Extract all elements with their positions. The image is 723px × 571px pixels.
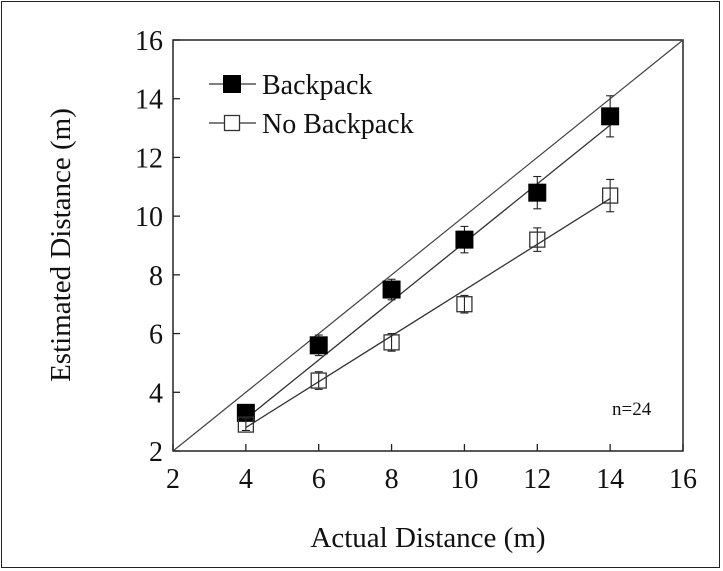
data-point-no-backpack [383,334,400,351]
legend-entry-no-backpack: No Backpack [209,109,414,140]
y-tick-label: 10 [135,202,163,233]
legend-marker-no-backpack [223,114,241,132]
x-tick-label: 8 [385,464,399,495]
data-point-no-backpack [310,372,327,389]
y-tick-label: 6 [149,320,163,351]
x-tick-label: 12 [523,464,551,495]
x-tick-label: 6 [312,464,326,495]
legend-marker-backpack [223,75,241,93]
data-point-no-backpack [237,416,255,433]
x-tick-label: 10 [450,464,478,495]
y-tick-label: 14 [135,85,163,116]
y-tick-label: 8 [149,261,163,292]
data-point-backpack [382,280,401,299]
data-point-backpack [455,230,474,249]
plot-area: 2 4 6 8 10 12 14 16 2 4 6 8 10 12 14 16 [135,26,697,495]
data-point-backpack [601,107,620,126]
x-tick-label: 16 [669,464,697,495]
legend-label-backpack: Backpack [262,70,372,101]
x-tick-label: 14 [596,464,624,495]
legend-label-no-backpack: No Backpack [262,109,414,140]
y-tick-label: 16 [135,26,163,57]
y-tick-label: 4 [149,378,163,409]
x-tick-label: 2 [166,464,180,495]
x-axis-label: Actual Distance (m) [310,522,545,554]
fit-line-backpack [245,124,611,420]
legend-entry-backpack: Backpack [209,70,372,101]
data-point-backpack [309,336,328,355]
legend: Backpack No Backpack [209,70,414,140]
plot-border [172,39,684,452]
y-axis-label: Estimated Distance (m) [45,108,77,382]
x-tick-label: 4 [239,464,253,495]
y-tick-label: 2 [149,437,163,468]
sample-size-annotation: n=24 [612,399,652,420]
data-point-no-backpack [456,296,473,313]
identity-line [172,39,684,452]
fit-line-no-backpack [245,197,611,429]
y-tick-label: 12 [135,143,163,174]
data-point-backpack [528,183,547,202]
data-point-no-backpack [529,231,546,248]
data-point-no-backpack [601,187,619,204]
